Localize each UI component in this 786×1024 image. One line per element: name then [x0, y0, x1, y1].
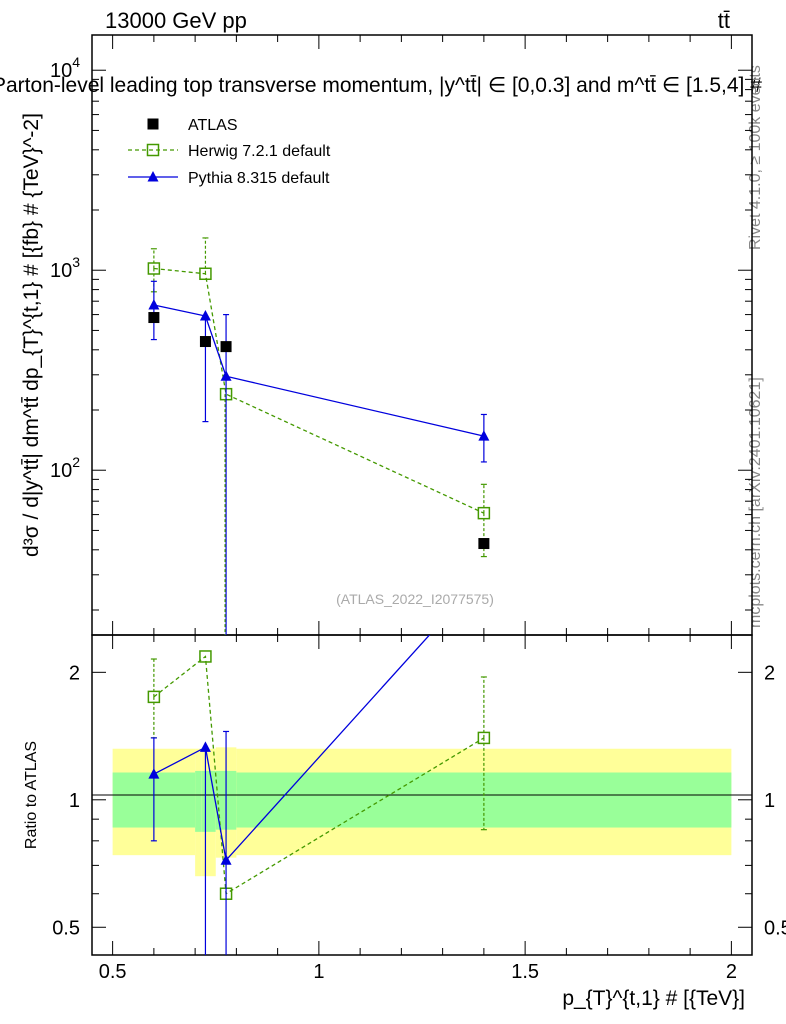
legend-marker-0 — [147, 118, 159, 130]
ratio-tick-label: 2 — [69, 662, 80, 684]
main-pythia-point — [220, 370, 232, 381]
y-tick-exponent: 3 — [72, 254, 80, 270]
x-tick-label: 1 — [313, 961, 324, 983]
main-atlas-point — [220, 341, 232, 353]
main-series — [147, 237, 491, 635]
legend: ATLAS Herwig 7.2.1 default Pythia 8.315 de… — [128, 117, 331, 187]
main-pythia-point — [478, 430, 490, 441]
main-atlas-point — [199, 336, 211, 348]
analysis-id-label: (ATLAS_2022_I2077575) — [336, 591, 494, 607]
ratio-tick-label-right: 2 — [764, 662, 775, 684]
y-tick-label: 103 — [50, 254, 80, 282]
process-label: tt̄ — [718, 8, 730, 33]
x-tick-label: 2 — [726, 961, 737, 983]
rivet-watermark: Rivet 4.1.0, ≥ 100k events — [747, 65, 764, 250]
legend-marker-2 — [147, 171, 159, 182]
ratio-band-inner-2 — [201, 770, 216, 832]
collision-energy-label: 13000 GeV pp — [105, 8, 247, 33]
y-axis-label: d³σ / d|y^tt̄| dm^tt̄ dp_{T}^{t,1} # [{f… — [20, 113, 43, 557]
main-atlas-point — [148, 312, 160, 324]
main-herwig-point — [147, 262, 161, 275]
legend-label-1: Herwig 7.2.1 default — [188, 143, 331, 160]
ratio-series — [147, 569, 491, 955]
ratio-tick-label: 1 — [69, 790, 80, 812]
main-herwig-line — [153, 267, 485, 514]
main-atlas-point — [478, 538, 490, 550]
ratio-herwig-line — [153, 655, 485, 895]
mcplots-watermark: mcplots.cern.ch [arXiv:2401.10621] — [747, 377, 764, 628]
ratio-herwig-point — [199, 650, 212, 663]
ratio-y-axis-label: Ratio to ATLAS — [23, 741, 40, 849]
main-pythia-line — [153, 304, 485, 437]
legend-label-0: ATLAS — [188, 117, 238, 134]
legend-marker-1 — [146, 143, 160, 157]
x-tick-label: 0.5 — [99, 961, 127, 983]
main-pythia-point — [199, 310, 211, 321]
y-tick-label: 102 — [50, 454, 80, 482]
ratio-band-inner-1 — [195, 770, 202, 832]
ratio-tick-label: 0.5 — [52, 917, 80, 939]
ratio-pythia-point — [220, 854, 232, 865]
ratio-herwig-point — [147, 690, 161, 704]
y-tick-exponent: 4 — [72, 54, 80, 70]
ratio-herwig-point — [477, 731, 491, 745]
legend-label-2: Pythia 8.315 default — [188, 170, 330, 187]
ratio-pythia-point — [199, 741, 211, 752]
main-pythia-point — [148, 299, 160, 310]
plot-title: Parton-level leading top transverse mome… — [0, 74, 762, 97]
ratio-tick-label-right: 0.5 — [764, 917, 786, 939]
axis-ticks — [92, 35, 752, 955]
main-herwig-point — [477, 506, 491, 520]
main-herwig-point — [199, 267, 212, 281]
x-axis-label: p_{T}^{t,1} # [{TeV}] — [562, 987, 745, 1010]
ratio-pythia-line — [153, 635, 431, 862]
ratio-pythia-point — [478, 569, 489, 580]
ratio-tick-label-right: 1 — [764, 790, 775, 812]
x-tick-label: 1.5 — [511, 961, 539, 983]
y-tick-exponent: 2 — [72, 454, 80, 470]
ratio-pythia-point — [148, 768, 160, 779]
